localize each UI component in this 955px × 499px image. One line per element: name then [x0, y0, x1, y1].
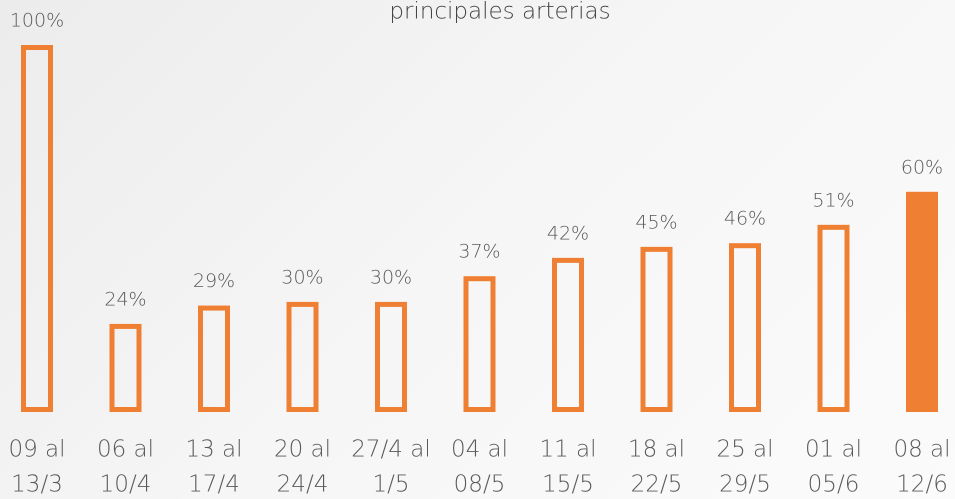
x-tick-label: 09 al: [8, 437, 65, 463]
bar: [640, 246, 673, 412]
bar: [906, 191, 938, 412]
bar: [463, 276, 496, 412]
value-label: 46%: [724, 208, 766, 230]
bar: [375, 301, 407, 412]
bar: [729, 243, 761, 412]
x-tick-label: 22/5: [631, 472, 683, 498]
x-tick-label: 13 al: [185, 437, 242, 463]
x-tick-label: 10/4: [100, 472, 152, 498]
value-label: 30%: [281, 266, 323, 288]
x-tick-label: 04 al: [451, 437, 508, 463]
x-tick-label: 1/5: [372, 472, 409, 498]
x-tick-label: 29/5: [719, 472, 771, 498]
bar: [817, 224, 850, 412]
x-tick-label: 24/4: [277, 472, 329, 498]
x-tick-label: 17/4: [188, 472, 240, 498]
x-tick-label: 01 al: [805, 437, 862, 463]
value-label: 42%: [547, 222, 589, 244]
value-label: 100%: [10, 10, 64, 32]
x-tick-label: 15/5: [542, 472, 594, 498]
x-tick-label: 20 al: [274, 437, 331, 463]
x-tick-label: 05/6: [808, 472, 860, 498]
x-tick-label: 27/4 al: [351, 437, 430, 463]
value-label: 60%: [901, 156, 943, 178]
bar: [109, 323, 142, 413]
chart-title: principales arterias: [389, 0, 610, 25]
x-tick-label: 25 al: [716, 437, 773, 463]
bar: [198, 305, 230, 413]
value-label: 30%: [370, 266, 412, 288]
value-label: 45%: [635, 211, 677, 233]
bar: [286, 301, 319, 412]
x-tick-label: 08/5: [454, 472, 506, 498]
x-tick-label: 18 al: [628, 437, 685, 463]
bar: [552, 257, 584, 412]
bar: [21, 45, 53, 412]
x-tick-label: 11 al: [539, 437, 596, 463]
x-tick-label: 08 al: [893, 437, 950, 463]
value-label: 29%: [193, 270, 235, 292]
value-label: 24%: [104, 288, 146, 310]
value-label: 37%: [458, 241, 500, 263]
x-tick-label: 06 al: [97, 437, 154, 463]
x-tick-label: 12/6: [896, 472, 948, 498]
x-tick-label: 13/3: [11, 472, 63, 498]
value-label: 51%: [812, 189, 854, 211]
